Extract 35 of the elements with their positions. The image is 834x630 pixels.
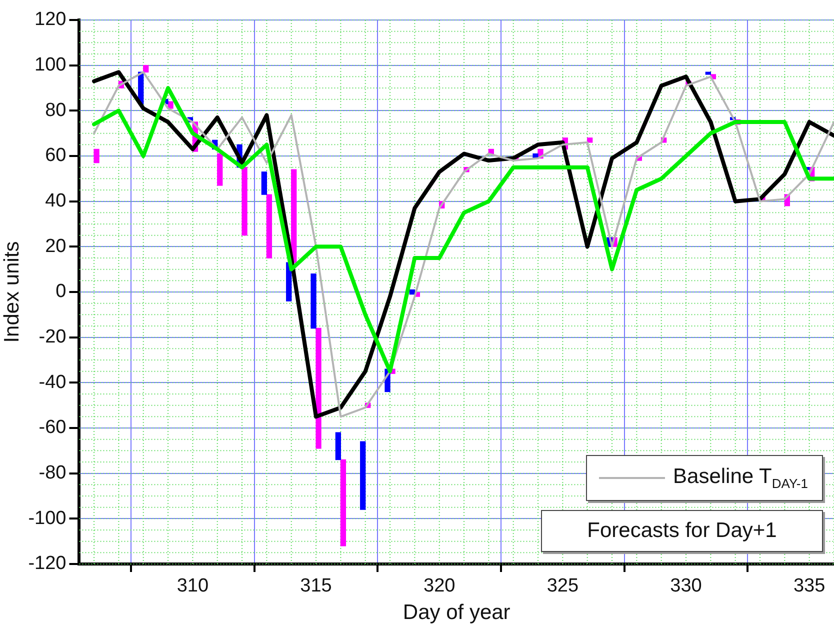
bar xyxy=(316,328,322,449)
x-tick-label: 325 xyxy=(546,576,579,597)
y-tick-label: -80 xyxy=(38,462,66,484)
x-axis-title: Day of year xyxy=(402,601,510,624)
note-box: Forecasts for Day+1 xyxy=(541,510,823,552)
bar xyxy=(360,441,366,510)
x-tick-label: 330 xyxy=(670,576,702,597)
bar xyxy=(335,432,342,460)
x-tick-label: 310 xyxy=(176,576,209,597)
bar xyxy=(340,459,346,546)
bar xyxy=(291,169,297,263)
y-tick-label: 60 xyxy=(45,145,66,166)
bar xyxy=(217,153,223,186)
y-tick-label: -100 xyxy=(28,508,66,529)
y-tick-label: -60 xyxy=(38,417,66,438)
legend-label: Baseline T$_{DAY-1}$ xyxy=(673,464,808,492)
x-tick-label: 320 xyxy=(423,576,456,597)
y-tick-label: -120 xyxy=(28,553,66,574)
x-tick-label: 315 xyxy=(300,576,332,597)
bar xyxy=(261,172,268,195)
bar xyxy=(143,65,149,72)
y-tick-label: 80 xyxy=(45,100,66,121)
y-tick-label: 120 xyxy=(34,9,66,30)
y-tick-label: 0 xyxy=(56,281,66,302)
y-axis-title: Index units xyxy=(0,241,24,343)
y-tick-label: -20 xyxy=(38,326,66,348)
y-tick-label: -40 xyxy=(38,372,66,393)
bar xyxy=(94,148,100,164)
bar xyxy=(242,167,248,236)
bar xyxy=(266,194,272,258)
y-tick-label: 20 xyxy=(45,236,66,257)
bar xyxy=(310,274,316,329)
x-tick-label: 335 xyxy=(793,576,826,597)
y-tick-label: 100 xyxy=(34,54,66,76)
y-tick-label: 40 xyxy=(45,190,66,212)
